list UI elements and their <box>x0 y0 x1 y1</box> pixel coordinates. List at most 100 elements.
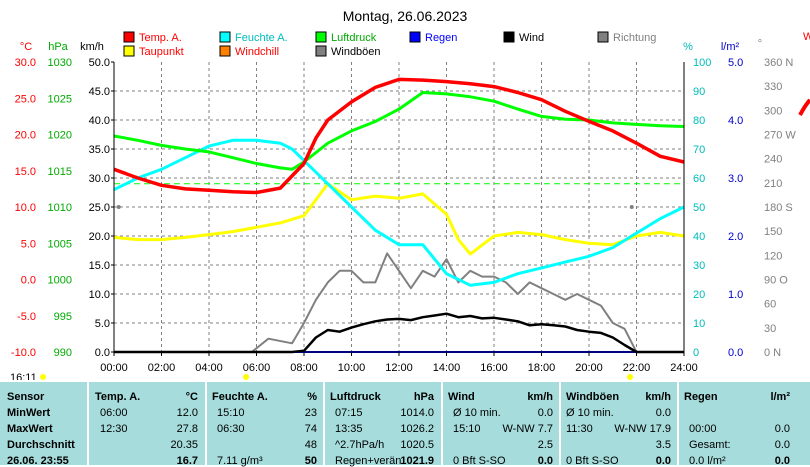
table-cell: 07:15 <box>335 407 363 419</box>
y-tick-pressure: 1030 <box>48 57 72 69</box>
y-tick-temp: 25.0 <box>15 93 36 105</box>
table-cell: 26.06. 23:55 <box>7 455 69 467</box>
y-tick-pressure: 1025 <box>48 93 72 105</box>
table-cell: hPa <box>374 391 434 403</box>
y-tick-direction: 240 <box>764 154 782 166</box>
y-tick-direction: 210 <box>764 178 782 190</box>
y-tick-wind: 50.0 <box>89 57 110 69</box>
table-cell: 0.0 <box>720 423 790 435</box>
legend-swatch <box>124 46 134 56</box>
y-tick-humidity: 50 <box>693 202 705 214</box>
axis-unit-humidity: % <box>683 41 693 53</box>
table-cell: l/m² <box>730 391 790 403</box>
y-tick-humidity: 30 <box>693 260 705 272</box>
y-tick-rain: 0.0 <box>728 347 743 359</box>
table-separator <box>441 382 443 465</box>
x-tick-label: 00:00 <box>100 362 128 374</box>
y-tick-rain: 1.0 <box>728 289 743 301</box>
x-tick-label: 08:00 <box>290 362 318 374</box>
table-cell: °C <box>138 391 198 403</box>
table-cell: Durchschnitt <box>7 439 75 451</box>
chart-title: Montag, 26.06.2023 <box>343 8 468 24</box>
y-tick-wind: 30.0 <box>89 173 110 185</box>
table-cell: Temp. A. <box>95 391 140 403</box>
table-cell: Sensor <box>7 391 44 403</box>
table-separator <box>205 382 207 465</box>
y-tick-rain: 4.0 <box>728 115 743 127</box>
table-cell: 12:30 <box>100 423 128 435</box>
y-tick-temp: 20.0 <box>15 130 36 142</box>
table-cell: 15:10 <box>453 423 481 435</box>
x-tick-label: 22:00 <box>623 362 651 374</box>
legend-label: Windböen <box>331 46 381 58</box>
legend-swatch <box>598 32 608 42</box>
y-tick-wind: 15.0 <box>89 260 110 272</box>
y-tick-direction: 330 <box>764 81 782 93</box>
table-cell: 15:10 <box>217 407 245 419</box>
y-tick-wind: 35.0 <box>89 144 110 156</box>
x-tick-label: 24:00 <box>670 362 698 374</box>
legend-label: Luftdruck <box>331 32 377 44</box>
y-tick-temp: -10.0 <box>11 347 36 359</box>
table-cell: km/h <box>611 391 671 403</box>
table-cell: 06:30 <box>217 423 245 435</box>
y-tick-humidity: 100 <box>693 57 711 69</box>
table-cell: 27.8 <box>128 423 198 435</box>
y-tick-direction: 270 W <box>764 130 796 142</box>
sunrise-marker <box>243 374 249 380</box>
y-tick-direction: 90 O <box>764 275 788 287</box>
legend-label: Regen <box>425 32 457 44</box>
legend-swatch <box>124 32 134 42</box>
y-tick-humidity: 70 <box>693 144 705 156</box>
y-tick-humidity: 80 <box>693 115 705 127</box>
table-cell: 0.0 <box>720 439 790 451</box>
legend-label: Taupunkt <box>139 46 184 58</box>
legend-label: Feuchte A. <box>235 32 288 44</box>
table-cell: 1020.5 <box>364 439 434 451</box>
legend-swatch <box>504 32 514 42</box>
y-tick-direction: 150 <box>764 226 782 238</box>
y-tick-humidity: 0 <box>693 347 699 359</box>
y-tick-direction: 180 S <box>764 202 793 214</box>
y-tick-direction: 0 N <box>764 347 781 359</box>
y-tick-wind: 10.0 <box>89 289 110 301</box>
table-cell: 1026.2 <box>364 423 434 435</box>
weather-chart: Montag, 26.06.2023 Temp. A.TaupunktFeuch… <box>0 0 810 380</box>
x-tick-label: 10:00 <box>338 362 366 374</box>
table-cell: 50 <box>247 455 317 467</box>
y-tick-humidity: 20 <box>693 289 705 301</box>
y-tick-rain: 5.0 <box>728 57 743 69</box>
legend-swatch <box>220 32 230 42</box>
y-tick-pressure: 990 <box>54 347 72 359</box>
x-tick-label: 16:00 <box>480 362 508 374</box>
y-tick-temp: 10.0 <box>15 202 36 214</box>
table-separator <box>323 382 325 465</box>
table-cell: 23 <box>247 407 317 419</box>
legend-label: Richtung <box>613 32 656 44</box>
y-tick-direction: 60 <box>764 299 776 311</box>
time-label: 16:11 <box>10 372 37 380</box>
y-tick-temp: 0.0 <box>21 275 36 287</box>
y-tick-direction: 360 N <box>764 57 793 69</box>
y-tick-direction: 120 <box>764 250 782 262</box>
axis-unit-direction: ° <box>758 38 762 50</box>
table-cell: Regen <box>684 391 718 403</box>
y-tick-pressure: 1000 <box>48 275 72 287</box>
y-tick-humidity: 90 <box>693 86 705 98</box>
table-cell: 13:35 <box>335 423 363 435</box>
legend-swatch <box>220 46 230 56</box>
y-tick-wind: 20.0 <box>89 231 110 243</box>
y-tick-rain: 3.0 <box>728 173 743 185</box>
table-cell: 2.5 <box>483 439 553 451</box>
table-cell: 16.7 <box>128 455 198 467</box>
y-tick-rain: 2.0 <box>728 231 743 243</box>
table-separator <box>87 382 89 465</box>
y-tick-temp: 15.0 <box>15 166 36 178</box>
x-tick-label: 04:00 <box>195 362 223 374</box>
direction-point <box>117 205 121 209</box>
y-tick-pressure: 995 <box>54 311 72 323</box>
y-tick-humidity: 60 <box>693 173 705 185</box>
table-cell: MinWert <box>7 407 50 419</box>
legend-swatch <box>316 32 326 42</box>
